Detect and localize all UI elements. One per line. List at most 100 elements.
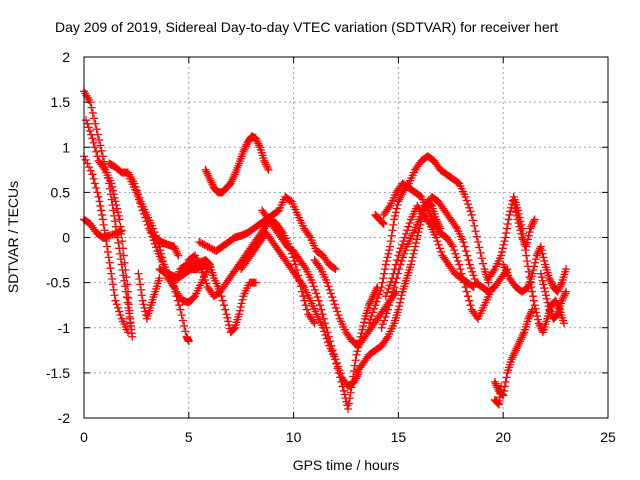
data-point — [96, 141, 105, 150]
data-point — [513, 211, 522, 220]
data-point — [532, 251, 541, 260]
data-point — [86, 166, 95, 175]
data-point — [497, 251, 506, 260]
data-point — [517, 229, 526, 238]
data-point — [111, 197, 120, 206]
data-point — [255, 141, 264, 150]
data-point — [404, 222, 413, 231]
data-point — [309, 282, 318, 291]
data-point — [562, 287, 571, 296]
data-point — [386, 277, 395, 286]
data-point — [560, 291, 569, 300]
data-point — [470, 221, 479, 230]
series-track-3 — [80, 152, 133, 337]
data-point — [544, 302, 553, 311]
data-point — [297, 287, 306, 296]
data-point — [463, 292, 472, 301]
data-point — [147, 228, 156, 237]
data-point — [348, 377, 357, 386]
data-point — [530, 215, 539, 224]
data-point — [198, 239, 207, 248]
x-tick-label: 25 — [600, 429, 616, 445]
data-point — [180, 321, 189, 330]
data-point — [291, 260, 300, 269]
data-point — [81, 155, 90, 164]
data-point — [463, 200, 472, 209]
data-point — [340, 390, 349, 399]
data-point — [521, 240, 530, 249]
data-point — [512, 344, 521, 353]
data-point — [316, 301, 325, 310]
data-point — [321, 319, 330, 328]
data-point — [529, 217, 538, 226]
data-point — [108, 182, 117, 191]
data-point — [116, 311, 125, 320]
data-point — [310, 319, 319, 328]
data-point — [491, 379, 500, 388]
data-point — [535, 321, 544, 330]
data-point — [524, 231, 533, 240]
data-point — [309, 317, 318, 326]
data-point — [390, 215, 399, 224]
data-point — [462, 287, 471, 296]
data-point — [319, 314, 328, 323]
data-point — [142, 217, 151, 226]
data-point — [262, 162, 271, 171]
data-point — [517, 333, 526, 342]
data-point — [501, 233, 510, 242]
data-point — [546, 277, 555, 286]
data-point — [533, 315, 542, 324]
data-point — [472, 232, 481, 241]
data-point — [339, 386, 348, 395]
data-point — [252, 136, 261, 145]
data-point — [466, 301, 475, 310]
y-tick-label: -0.5 — [46, 275, 70, 291]
data-point — [468, 267, 477, 276]
data-point — [98, 210, 107, 219]
data-point — [525, 312, 534, 321]
data-point — [503, 219, 512, 228]
data-point — [91, 119, 100, 128]
data-point — [515, 222, 524, 231]
data-point — [112, 201, 121, 210]
data-point — [530, 262, 539, 271]
data-point — [371, 301, 380, 310]
series-track-4 — [80, 215, 126, 242]
data-point — [514, 340, 523, 349]
data-point — [462, 196, 471, 205]
data-point — [524, 267, 533, 276]
data-point — [148, 232, 157, 241]
data-point — [507, 355, 516, 364]
data-point — [541, 291, 550, 300]
data-point — [122, 273, 131, 282]
data-point — [238, 295, 247, 304]
data-point — [471, 227, 480, 236]
data-point — [369, 292, 378, 301]
data-point — [474, 238, 483, 247]
data-point — [103, 242, 112, 251]
data-point — [334, 311, 343, 320]
data-point — [524, 314, 533, 323]
data-point — [226, 179, 235, 188]
data-point — [202, 167, 211, 176]
data-point — [381, 312, 390, 321]
data-point — [310, 285, 319, 294]
data-point — [173, 249, 182, 258]
y-tick-label: 0 — [62, 230, 70, 246]
data-point — [229, 173, 238, 182]
data-point — [540, 284, 549, 293]
data-point — [497, 382, 506, 391]
data-point — [317, 305, 326, 314]
data-point — [408, 253, 417, 262]
data-point — [218, 296, 227, 305]
data-point — [204, 173, 213, 182]
data-point — [399, 253, 408, 262]
data-point — [502, 224, 511, 233]
data-point — [528, 269, 537, 278]
y-tick-label: 0.5 — [51, 184, 71, 200]
data-point — [203, 169, 212, 178]
data-point — [468, 282, 477, 291]
data-point — [546, 307, 555, 316]
data-point — [531, 255, 540, 264]
x-tick-label: 20 — [495, 429, 511, 445]
